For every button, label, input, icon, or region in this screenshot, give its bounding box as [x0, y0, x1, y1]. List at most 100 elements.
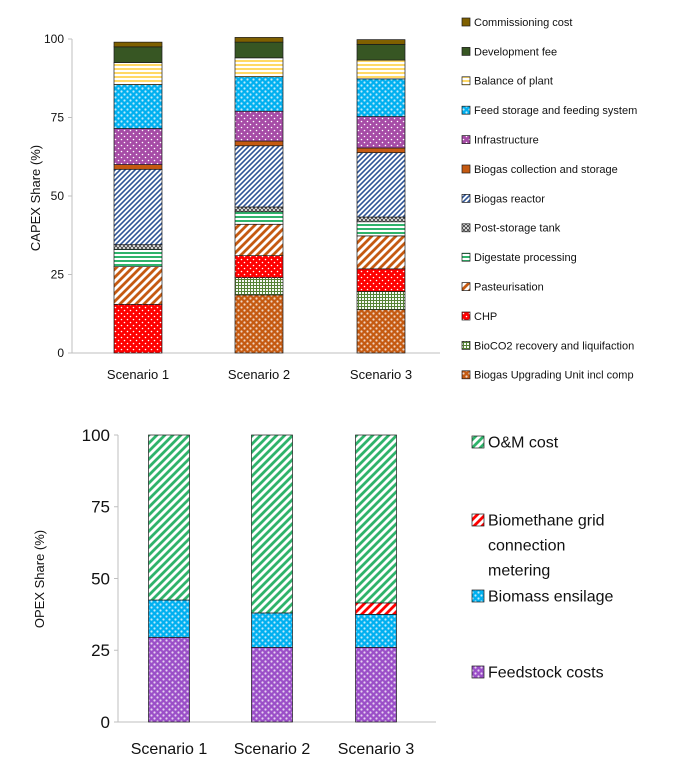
bar-segment-biomass-ensilage [355, 614, 397, 648]
bar-segment-chp [113, 303, 163, 354]
y-tick-label: 50 [91, 569, 110, 588]
legend-item: Post-storage tank [461, 223, 561, 235]
x-tick-label: Scenario 2 [234, 741, 311, 758]
bar-segment-development-fee [356, 43, 406, 61]
legend-label: Feed storage and feeding system [474, 105, 637, 117]
legend-item: Feed storage and feeding system [461, 105, 637, 117]
legend-swatch [461, 105, 471, 115]
legend-label: Post-storage tank [474, 223, 561, 235]
bar-segment-feed-storage-and-feeding-system [113, 84, 163, 129]
x-tick-label: Scenario 1 [131, 741, 208, 758]
bar-segment-infrastructure [113, 128, 163, 165]
capex-y-axis-title: CAPEX Share (%) [28, 145, 43, 251]
bar-segment-feedstock-costs [251, 647, 293, 723]
legend-swatch [461, 370, 471, 380]
bar-segment-biomass-ensilage [148, 599, 190, 638]
bar-segment-development-fee [113, 46, 163, 63]
legend-swatch [461, 76, 471, 86]
legend-swatch [461, 252, 471, 262]
y-tick-label: 25 [51, 268, 65, 282]
legend-swatch [461, 194, 471, 203]
bar-segment-biogas-reactor [113, 168, 163, 246]
bar-segment-commissioning-cost [113, 41, 163, 48]
bar-segment-biogas-reactor [356, 152, 406, 218]
bar-segment-feed-storage-and-feeding-system [234, 76, 284, 112]
bar-segment-post-storage-tank [113, 244, 163, 250]
y-tick-label: 100 [82, 426, 110, 445]
bar-segment-bioco2-recovery-and-liquifaction [234, 277, 284, 296]
legend-item: Feedstock costs [471, 665, 604, 682]
bar-segment-infrastructure [234, 110, 284, 142]
legend-label: BioCO2 recovery and liquifaction [474, 340, 634, 352]
capex-chart: CAPEX Share (%) 0 25 50 75 100 Scenario 1 Scen… [28, 17, 637, 382]
legend-swatch [461, 223, 471, 233]
legend-swatch [461, 135, 471, 144]
legend-item: BioCO2 recovery and liquifaction [461, 340, 634, 352]
legend-label: Pasteurisation [474, 281, 544, 293]
legend-swatch [461, 341, 471, 350]
legend-item: Balance of plant [461, 76, 553, 88]
legend-swatch [461, 17, 471, 27]
bar-segment-balance-of-plant [234, 57, 284, 78]
bar-segment-commissioning-cost [356, 39, 406, 45]
y-tick-label: 100 [44, 32, 64, 46]
bar-segment-bioco2-recovery-and-liquifaction [356, 291, 406, 311]
y-tick-label: 0 [57, 346, 64, 360]
opex-chart: OPEX Share (%) 0 25 50 75 100 Scenario 1 Scena… [32, 426, 614, 758]
bar-segment-digestate-processing [234, 211, 284, 225]
y-tick-label: 75 [51, 111, 65, 125]
legend-item: CHP [461, 311, 497, 323]
legend-item: Infrastructure [461, 134, 539, 146]
legend-label: metering [488, 563, 550, 580]
legend-item: Biogas collection and storage [461, 164, 618, 176]
opex-y-axis-title: OPEX Share (%) [32, 530, 47, 628]
bar-segment-balance-of-plant [356, 59, 406, 80]
x-tick-label: Scenario 3 [338, 741, 415, 758]
bar-segment-chp [356, 268, 406, 292]
bar-segment-feedstock-costs [355, 647, 397, 723]
bar-segment-pasteurisation [356, 235, 406, 270]
y-tick-label: 75 [91, 498, 110, 517]
legend-label: Feedstock costs [488, 665, 604, 682]
legend-item: Biogas Upgrading Unit incl comp [461, 370, 634, 382]
legend-label: Biomethane grid [488, 513, 605, 530]
bar-segment-feed-storage-and-feeding-system [356, 78, 406, 117]
bar-segment-digestate-processing [356, 221, 406, 237]
bar-segment-biogas-upgrading-unit-incl-comp [356, 309, 406, 354]
legend-swatch [471, 435, 485, 449]
legend-label: O&M cost [488, 435, 559, 452]
bar-segment-biomass-ensilage [251, 612, 293, 648]
bar-segment-biogas-collection-and-storage [234, 140, 284, 147]
y-tick-label: 25 [91, 641, 110, 660]
legend-item: Biogas reactor [461, 193, 545, 205]
bar-segment-digestate-processing [113, 249, 163, 268]
bar-segment-infrastructure [356, 116, 406, 149]
legend-item: Development fee [461, 46, 557, 58]
bar-segment-feedstock-costs [148, 636, 190, 723]
bar-segment-biomethane-grid-connection-metering [355, 602, 397, 615]
legend-label: Commissioning cost [474, 17, 572, 29]
bar-segment-pasteurisation [113, 266, 163, 305]
bar-segment-balance-of-plant [113, 62, 163, 85]
legend-item: O&M cost [471, 435, 559, 452]
y-tick-label: 0 [101, 713, 110, 732]
legend-swatch [461, 282, 471, 291]
bar-segment-o-m-cost [251, 434, 293, 614]
legend-item: Digestate processing [461, 252, 577, 264]
legend-swatch [461, 311, 471, 321]
bar-segment-biogas-reactor [234, 145, 284, 208]
legend-label: Development fee [474, 46, 557, 58]
bar-segment-post-storage-tank [234, 206, 284, 213]
legend-item: Biomass ensilage [471, 589, 614, 606]
legend-swatch [461, 47, 471, 56]
legend-swatch [471, 665, 485, 679]
legend-item: Pasteurisation [461, 281, 544, 293]
legend-label: Biogas collection and storage [474, 164, 618, 176]
bar-segment-post-storage-tank [356, 216, 406, 223]
bar-segment-o-m-cost [355, 434, 397, 604]
legend-swatch [461, 164, 471, 174]
legend-label: Biogas Upgrading Unit incl comp [474, 370, 634, 382]
legend-label: Infrastructure [474, 134, 539, 146]
x-tick-label: Scenario 3 [350, 367, 412, 382]
